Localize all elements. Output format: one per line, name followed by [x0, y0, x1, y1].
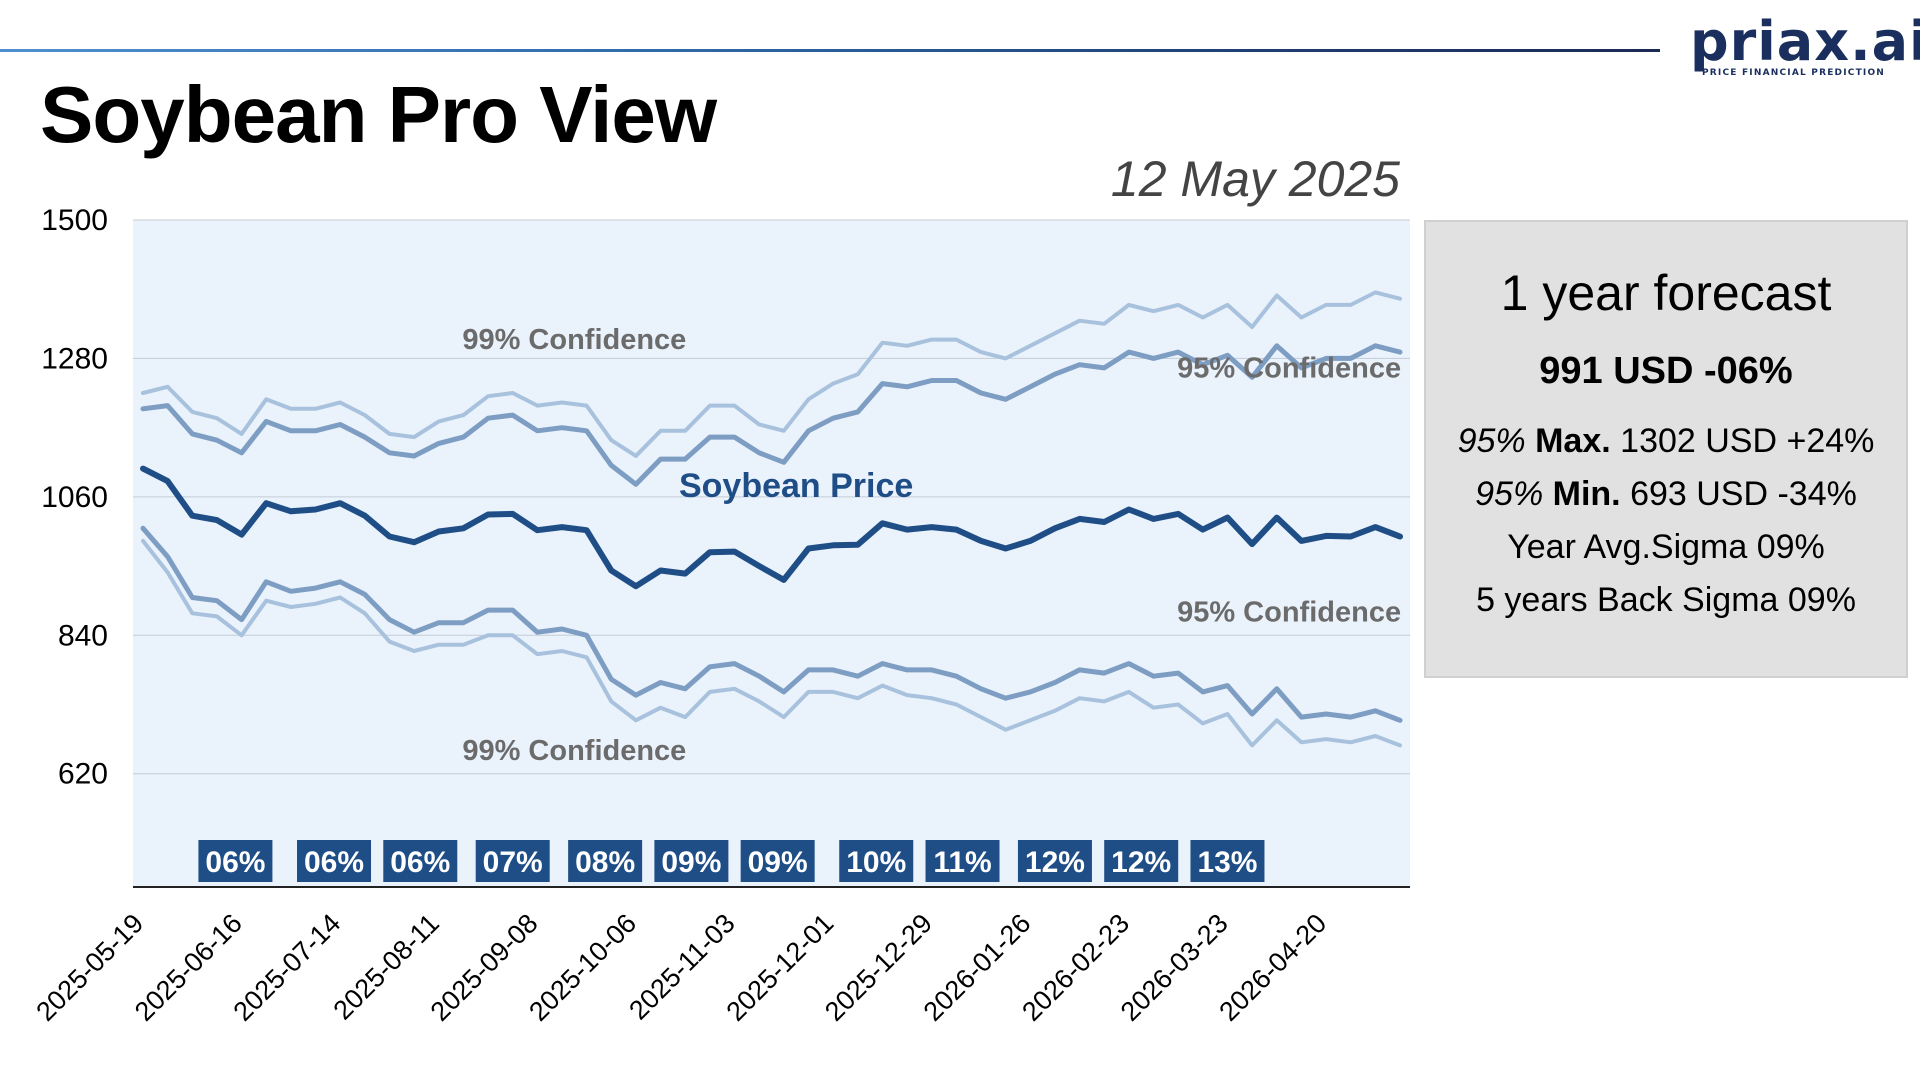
forecast-max-prefix: 95%: [1457, 422, 1526, 460]
sigma-badge: [198, 840, 273, 882]
y-tick-label: 1280: [41, 342, 108, 375]
series-label: 95% Confidence: [1177, 596, 1401, 628]
y-tick-label: 840: [58, 619, 108, 652]
conf95-upper-line: [140, 343, 1403, 487]
series-label: 95% Confidence: [1177, 352, 1401, 384]
forecast-date: 12 May 2025: [1110, 151, 1400, 207]
sigma-badge-label: 12%: [1025, 846, 1085, 879]
price-line: [140, 465, 1403, 590]
series-label: Soybean Price: [679, 467, 913, 505]
y-tick-label: 620: [58, 758, 108, 791]
sigma-badge: [568, 840, 643, 882]
sigma-badge: [925, 840, 1000, 882]
forecast-min-label: Min.: [1552, 475, 1621, 513]
sigma-badge: [383, 840, 458, 882]
header-rule: [0, 49, 1660, 52]
brand-logo: priax.ai PRICE FINANCIAL PREDICTION: [1690, 10, 1920, 84]
forecast-max-value: 1302 USD +24%: [1620, 422, 1875, 460]
conf99-lower-line: [141, 538, 1402, 748]
x-tick-label: 2025-10-06: [523, 908, 642, 1027]
logo-tagline: PRICE FINANCIAL PREDICTION: [1702, 68, 1886, 78]
forecast-summary-panel: 1 year forecast 991 USD -06% 95% Max. 13…: [1424, 220, 1908, 678]
sigma-badge: [1104, 840, 1179, 882]
y-tick-label: 1500: [41, 204, 108, 237]
page-title: Soybean Pro View: [40, 70, 717, 159]
sigma-badge-label: 06%: [390, 846, 450, 879]
sigma-badge-label: 07%: [483, 846, 543, 879]
sigma-badge-label: 10%: [846, 846, 906, 879]
year-avg-sigma: Year Avg.Sigma 09%: [1507, 528, 1825, 566]
forecast-headline: 991 USD -06%: [1539, 350, 1793, 392]
sigma-badge: [1190, 840, 1265, 882]
sigma-badge-label: 11%: [933, 846, 991, 879]
x-tick-label: 2025-07-14: [228, 908, 347, 1027]
forecast-max-label: Max.: [1535, 422, 1611, 460]
sigma-badge-label: 08%: [575, 846, 635, 879]
sigma-badge: [654, 840, 729, 882]
sigma-badge: [475, 840, 550, 882]
y-tick-label: 1060: [41, 481, 108, 514]
forecast-max-line: 95% Max. 1302 USD +24%: [1426, 415, 1906, 468]
sigma-badge: [839, 840, 914, 882]
sigma-badge: [740, 840, 815, 882]
sigma-badge-label: 09%: [661, 846, 721, 879]
series-label: 99% Confidence: [462, 324, 686, 356]
sigma-badge-label: 06%: [205, 846, 265, 879]
sigma-badge: [1017, 840, 1092, 882]
sigma-badge: [297, 840, 372, 882]
forecast-min-prefix: 95%: [1475, 475, 1544, 513]
forecast-min-line: 95% Min. 693 USD -34%: [1426, 468, 1906, 521]
sigma-badge-label: 12%: [1111, 846, 1171, 879]
sigma-badge-label: 06%: [304, 846, 364, 879]
logo-wordmark: priax.ai: [1690, 10, 1920, 73]
conf99-upper-line: [141, 290, 1402, 458]
plot-area: [133, 220, 1410, 887]
forecast-min-value: 693 USD -34%: [1630, 475, 1857, 513]
sigma-badge-label: 13%: [1197, 846, 1257, 879]
back-sigma: 5 years Back Sigma 09%: [1476, 581, 1856, 619]
conf95-lower-line: [140, 525, 1403, 723]
x-tick-label: 2026-04-20: [1213, 908, 1332, 1027]
series-label: 99% Confidence: [462, 735, 686, 767]
forecast-panel-title: 1 year forecast: [1500, 265, 1832, 321]
price-forecast-chart: 620 840 1060 1280 1500 Soybean Price 99% Confi…: [30, 204, 1410, 1027]
sigma-badge-label: 09%: [748, 846, 808, 879]
